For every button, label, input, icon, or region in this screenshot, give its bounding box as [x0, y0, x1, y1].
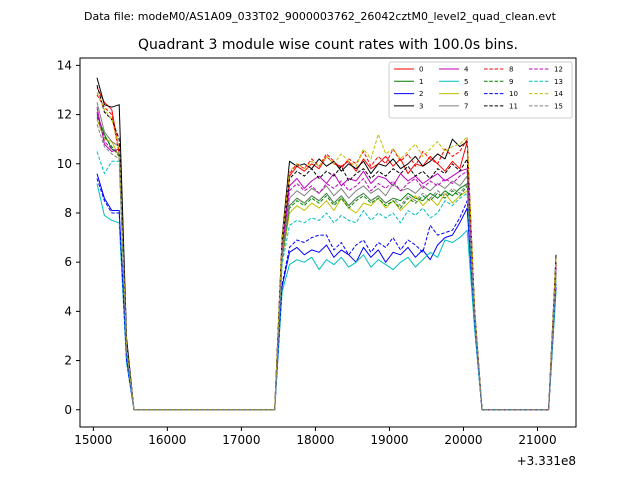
series-line-1: [96, 114, 557, 411]
series-line-9: [96, 116, 557, 411]
legend-label-5: 5: [464, 78, 468, 86]
legend-label-4: 4: [464, 66, 469, 74]
y-tick-label: 8: [64, 206, 72, 220]
series-line-3: [96, 77, 557, 411]
y-tick-label: 4: [64, 304, 72, 318]
plot-frame: [79, 57, 577, 428]
x-axis-ticks: 15000 16000 17000 18000 19000 20000 21000: [74, 427, 557, 447]
legend-box: [388, 61, 573, 119]
legend-label-14: 14: [554, 90, 563, 98]
series-line-6: [96, 119, 557, 411]
y-tick-label: 0: [64, 403, 72, 417]
legend-label-11: 11: [509, 102, 518, 110]
y-tick-label: 2: [64, 354, 72, 368]
series-line-2: [96, 173, 557, 411]
legend-label-3: 3: [419, 102, 423, 110]
series-line-0: [96, 87, 557, 411]
series-line-13: [96, 151, 557, 411]
series-layer: [96, 77, 557, 411]
y-tick-label: 6: [64, 255, 72, 269]
series-line-8: [96, 94, 557, 411]
legend-label-15: 15: [554, 102, 563, 110]
legend-label-2: 2: [419, 90, 423, 98]
x-tick-label: 21000: [518, 433, 556, 447]
legend-label-6: 6: [464, 90, 469, 98]
chart-title: Quadrant 3 module wise count rates with …: [138, 37, 518, 53]
x-tick-label: 18000: [296, 433, 334, 447]
series-line-7: [96, 102, 557, 411]
series-line-14: [96, 92, 557, 411]
legend-label-13: 13: [554, 78, 563, 86]
y-tick-label: 10: [57, 157, 72, 171]
x-tick-label: 17000: [222, 433, 260, 447]
legend-label-7: 7: [464, 102, 468, 110]
x-tick-label: 16000: [148, 433, 186, 447]
x-tick-label: 15000: [74, 433, 112, 447]
legend-label-8: 8: [509, 66, 513, 74]
legend-label-12: 12: [554, 66, 563, 74]
y-tick-label: 14: [57, 58, 72, 72]
data-file-suptitle: Data file: modeM0/AS1A09_033T02_90000037…: [84, 10, 557, 23]
legend-label-1: 1: [419, 78, 423, 86]
series-line-11: [96, 84, 557, 411]
legend-label-0: 0: [419, 66, 423, 74]
y-axis-ticks: 0 2 4 6 8 10 12 14: [57, 58, 80, 417]
series-line-15: [96, 124, 557, 411]
series-line-4: [96, 107, 557, 411]
x-offset-label: +3.331e8: [517, 454, 576, 468]
y-tick-label: 12: [57, 108, 72, 122]
series-line-5: [96, 183, 557, 411]
legend-label-9: 9: [509, 78, 513, 86]
x-tick-label: 19000: [370, 433, 408, 447]
x-tick-label: 20000: [444, 433, 482, 447]
legend-label-10: 10: [509, 90, 518, 98]
